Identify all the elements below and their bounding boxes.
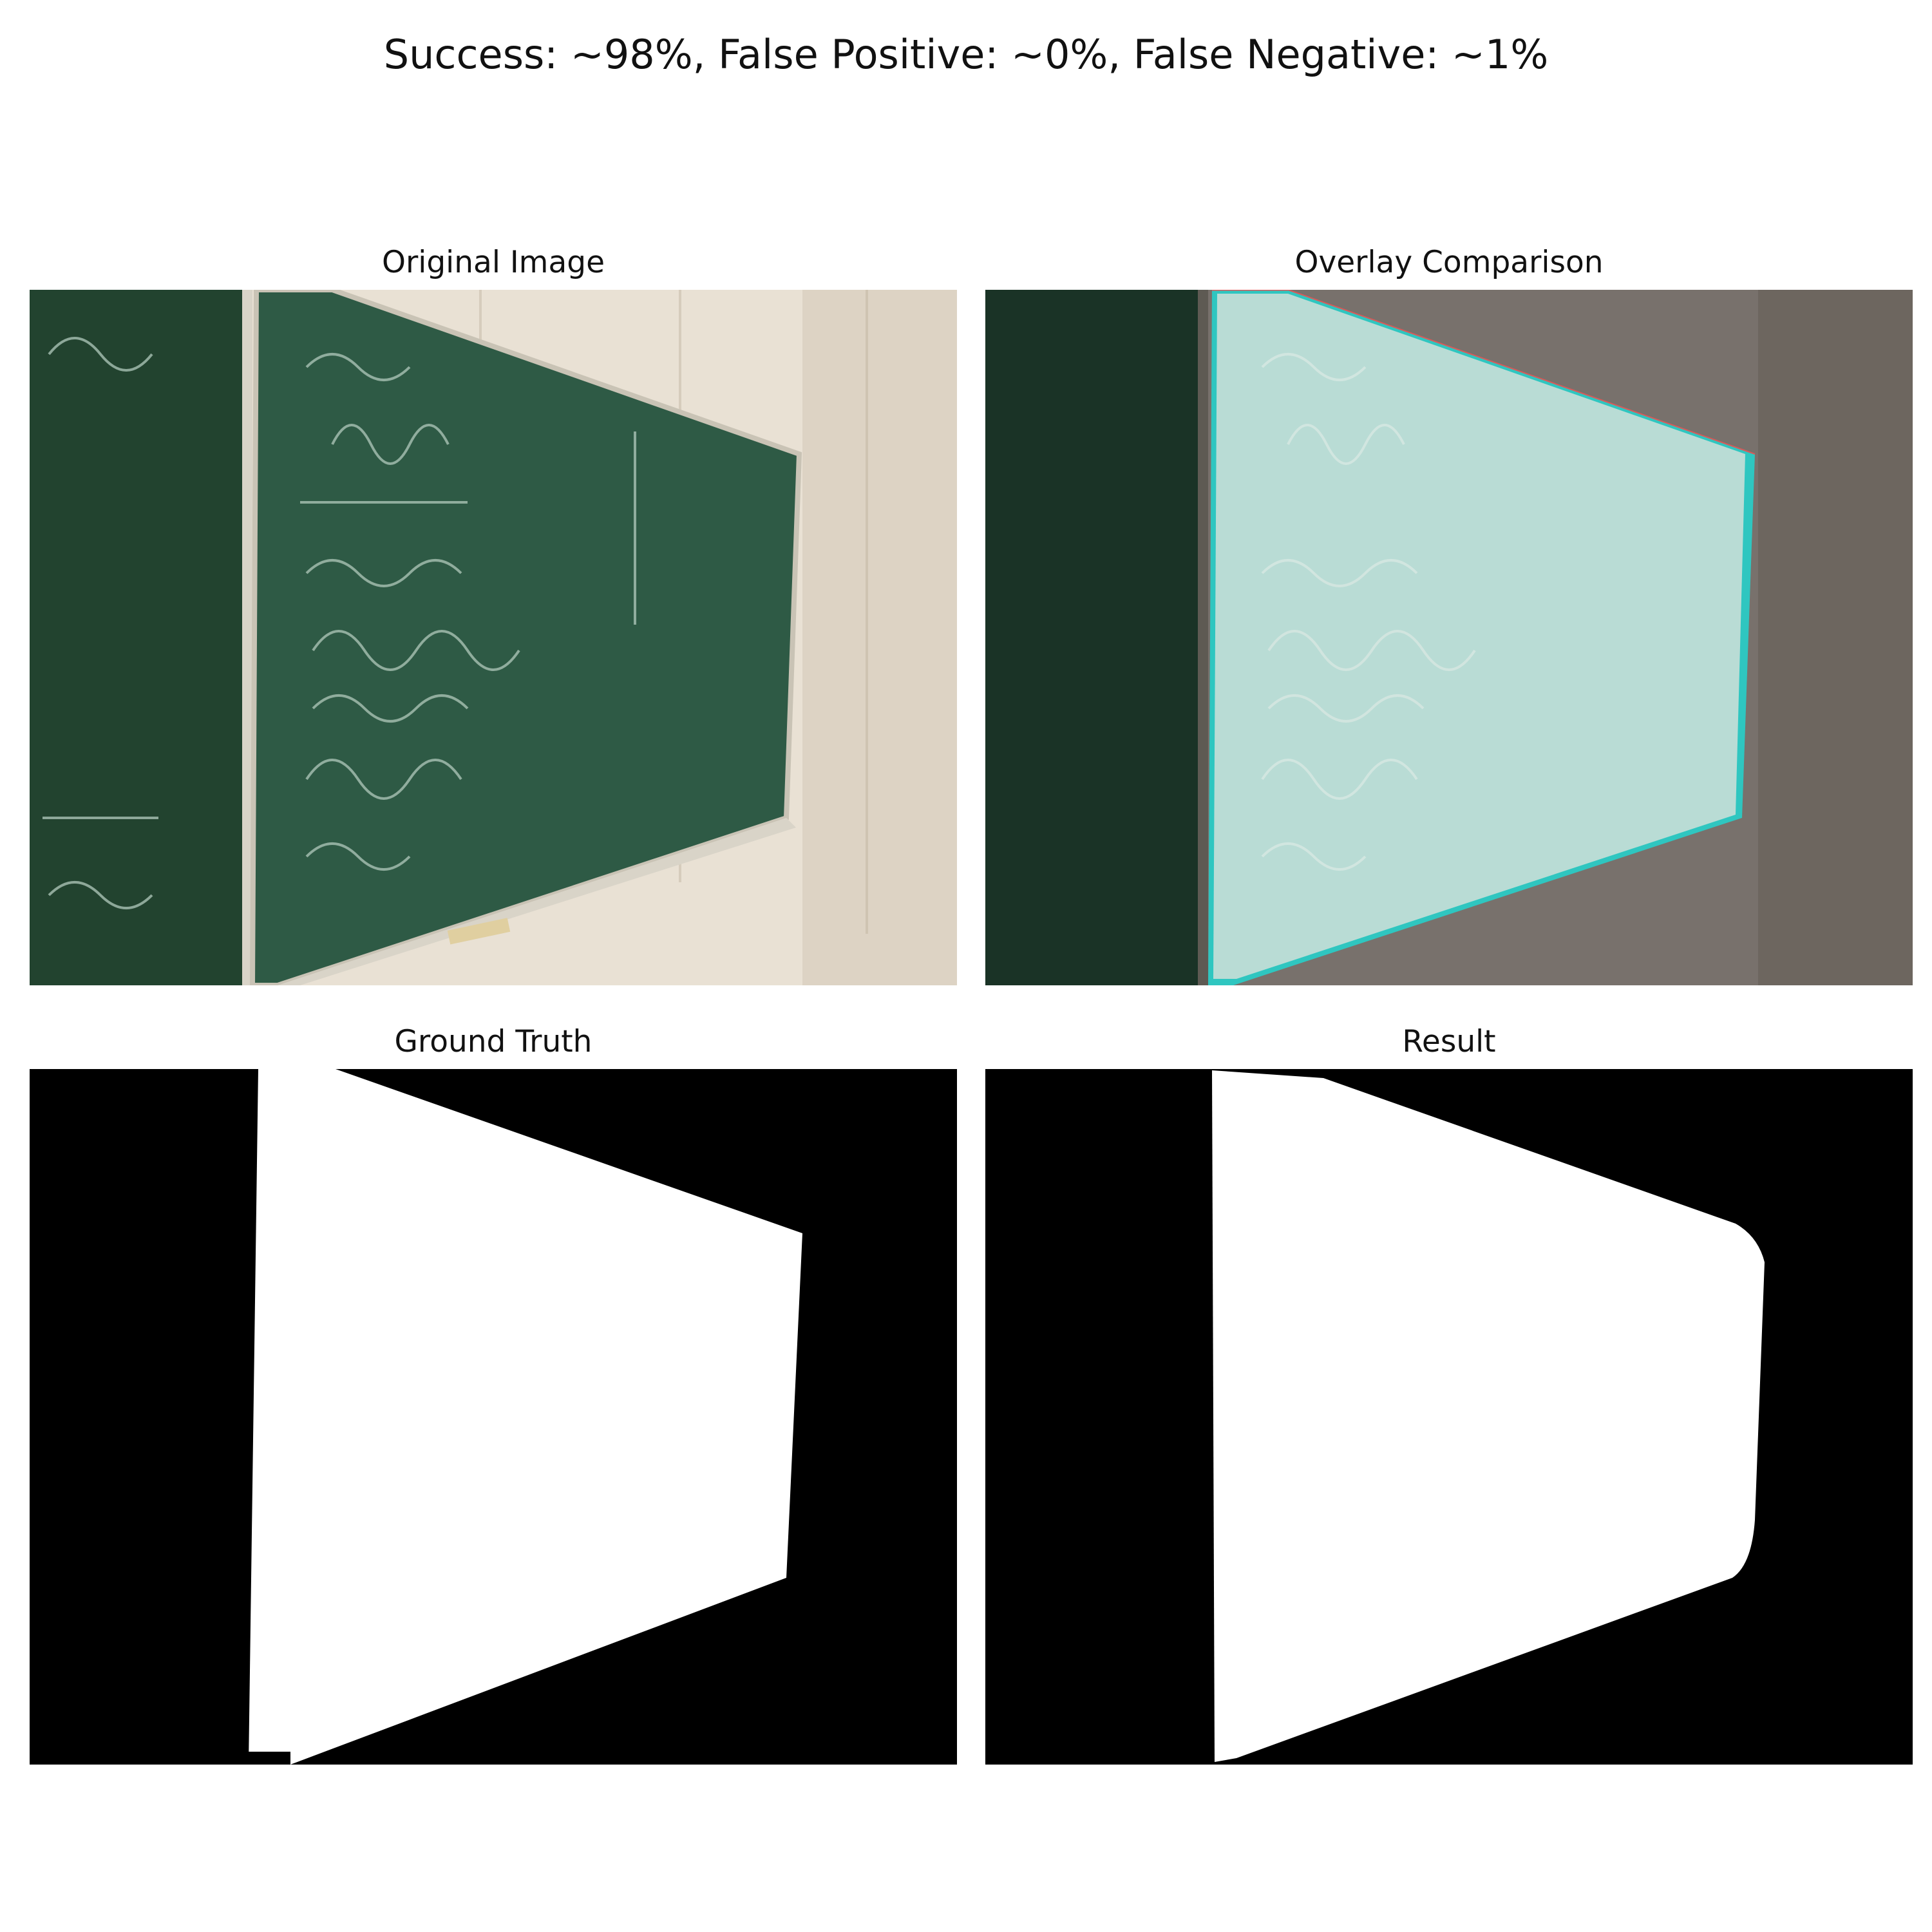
- panel-title-ground-truth: Ground Truth: [394, 1024, 592, 1059]
- panel-title-overlay: Overlay Comparison: [1294, 245, 1604, 280]
- ground-truth-mask: [30, 1069, 957, 1765]
- panel-title-original: Original Image: [381, 245, 605, 280]
- figure-title: Success: ~98%, False Positive: ~0%, Fals…: [383, 31, 1549, 78]
- panel-title-result: Result: [1402, 1024, 1496, 1059]
- overlay-comparison-image: [985, 290, 1913, 985]
- result-mask: [985, 1069, 1913, 1765]
- original-image: [30, 290, 957, 985]
